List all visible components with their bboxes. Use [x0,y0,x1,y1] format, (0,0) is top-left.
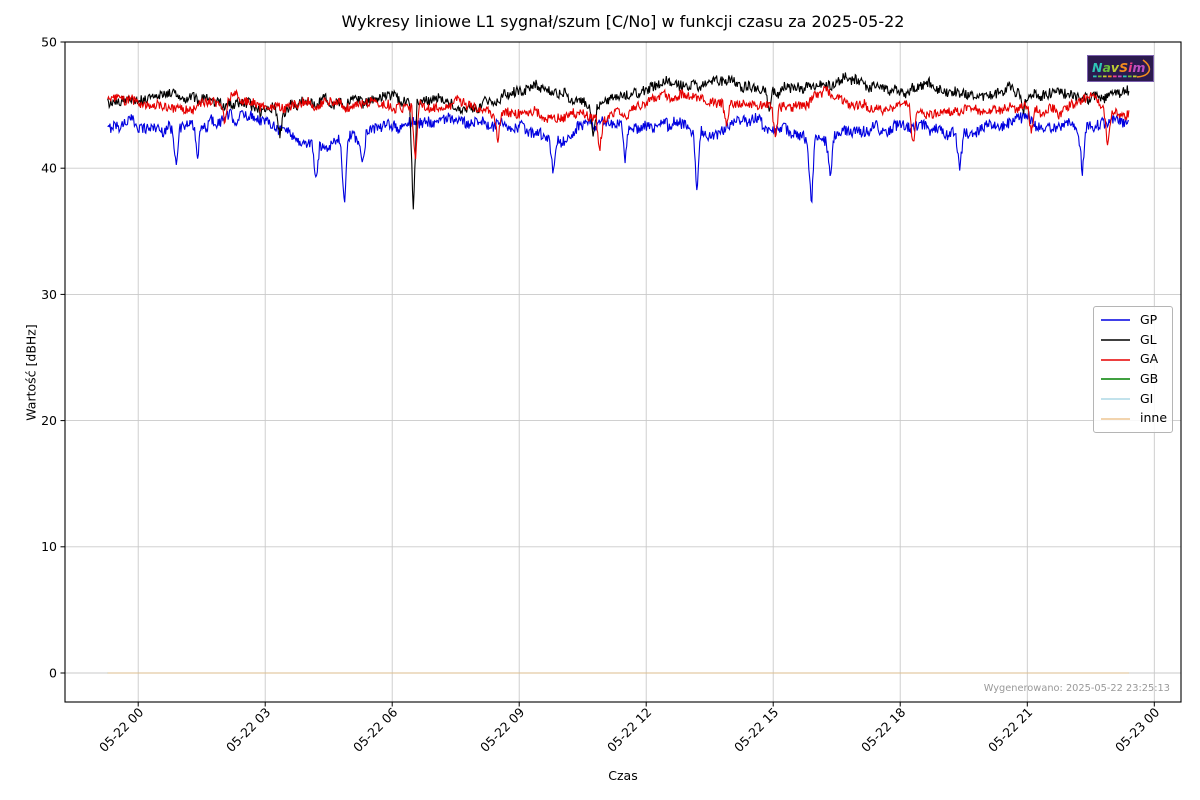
legend-label: GB [1140,371,1159,387]
x-tick-label: 05-22 03 [223,705,273,755]
logo-subtitle-mark [1093,75,1097,78]
navsim-logo-icon: NavSim [1092,59,1151,78]
x-tick-label: 05-22 06 [350,704,400,754]
series-line-GP [107,108,1129,204]
legend-line-swatch [1101,358,1130,361]
chart-title: Wykresy liniowe L1 sygnał/szum [C/No] w … [341,12,905,31]
logo-subtitle-mark [1133,75,1137,78]
legend: GP GL GA GB GI inne [1093,306,1173,433]
logo-subtitle-mark [1108,75,1112,78]
series-line-GL [107,72,1130,210]
logo-subtitle-mark [1128,75,1132,78]
x-tick-label: 05-22 00 [96,704,146,754]
legend-line-swatch [1101,398,1130,400]
legend-item-GP: GP [1100,311,1172,330]
x-tick-label: 05-22 21 [985,705,1035,755]
y-tick-label: 10 [41,539,57,554]
legend-label: inne [1140,410,1168,426]
y-tick-label: 50 [41,34,57,49]
legend-line-swatch [1101,418,1130,420]
logo-subtitle-mark [1103,75,1107,78]
logo-subtitle-mark [1118,75,1122,78]
legend-label: GP [1140,311,1158,327]
series-lines [107,72,1130,674]
y-tick-label: 30 [41,287,57,302]
legend-item-GL: GL [1100,330,1172,349]
legend-item-GI: GI [1100,390,1172,409]
x-tick-label: 05-22 15 [731,705,781,755]
legend-line-swatch [1101,339,1130,341]
logo-subtitle-mark [1123,75,1127,78]
legend-item-GA: GA [1100,350,1172,369]
x-axis-label: Czas [608,768,638,783]
plot-border [64,41,1182,703]
axis-ticks: 0 10 20 30 40 50 05-22 00 05-22 03 05-22 06 05-22… [41,34,1162,754]
navsim-logo: NavSim [1087,55,1154,82]
y-axis-label: Wartość [dBHz] [23,324,39,421]
x-tick-label: 05-23 00 [1112,704,1162,754]
generated-timestamp: Wygenerowano: 2025-05-22 23:25:13 [983,683,1170,694]
legend-label: GL [1140,331,1157,347]
series-line-GA [107,85,1130,160]
logo-text: NavSim [1092,60,1145,75]
x-tick-label: 05-22 09 [477,704,527,754]
legend-line-swatch [1101,319,1130,321]
legend-item-inne: inne [1100,409,1172,428]
y-tick-label: 20 [41,413,57,428]
y-tick-label: 40 [41,161,57,176]
legend-item-GB: GB [1100,370,1172,389]
legend-label: GI [1140,390,1154,406]
legend-label: GA [1140,351,1159,367]
logo-swoosh [1136,59,1151,78]
x-tick-label: 05-22 18 [858,704,908,754]
logo-subtitle-mark [1098,75,1102,78]
x-tick-label: 05-22 12 [604,705,654,755]
legend-line-swatch [1101,378,1130,381]
y-tick-label: 0 [49,665,57,680]
logo-subtitle-mark [1113,75,1117,78]
